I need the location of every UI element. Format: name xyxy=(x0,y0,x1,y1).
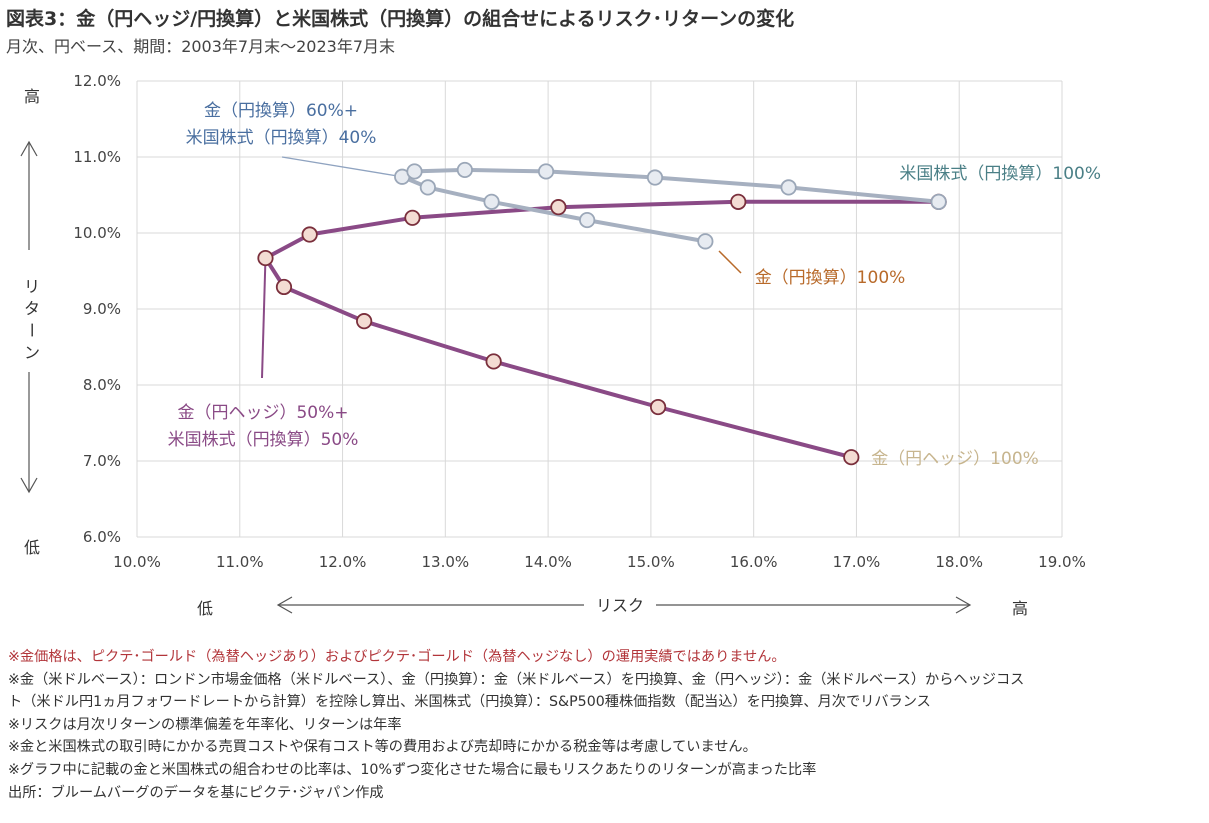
y-tick-label: 10.0% xyxy=(73,224,121,242)
y-tick-label: 9.0% xyxy=(83,300,121,318)
chart-subtitle: 月次、円ベース、期間：2003年7月末～2023年7月末 xyxy=(6,37,395,56)
data-point-yen xyxy=(646,169,664,186)
x-high-label: 高 xyxy=(1012,599,1028,618)
y-axis-label-char: ー xyxy=(22,322,41,338)
y-axis-arrowhead-down xyxy=(20,477,38,494)
x-tick-label: 10.0% xyxy=(113,553,161,571)
data-point-yen xyxy=(419,179,436,196)
y-tick-label: 12.0% xyxy=(73,72,121,90)
footnote-line: ※グラフ中に記載の金と米国株式の組合わせの比率は、10%ずつ変化させた場合に最も… xyxy=(8,761,817,778)
data-point-yen xyxy=(456,161,473,179)
data-point-yen xyxy=(780,179,797,196)
annotation-leader-line xyxy=(718,250,742,274)
annotation-mix_hedge: 米国株式（円換算）50% xyxy=(168,430,359,450)
data-point-hedge xyxy=(275,278,293,296)
data-point-yen xyxy=(697,233,714,250)
y-axis-label-char: タ xyxy=(24,299,40,318)
annotation-leader-line xyxy=(281,156,403,178)
x-tick-label: 11.0% xyxy=(216,553,264,571)
x-tick-label: 17.0% xyxy=(833,553,881,571)
annotation-mix_hedge: 金（円ヘッジ）50%+ xyxy=(177,403,348,423)
footnote-line: ※金と米国株式の取引時にかかる売買コストや保有コスト等の費用および売却時にかかる… xyxy=(8,739,757,756)
x-axis-label: リスク xyxy=(596,596,644,615)
y-tick-label: 11.0% xyxy=(73,148,121,166)
x-tick-label: 13.0% xyxy=(422,553,470,571)
footnote-line: ※リスクは月次リターンの標準偏差を年率化、リターンは年率 xyxy=(8,716,402,733)
data-point-hedge xyxy=(649,398,667,416)
y-axis-label-char: ン xyxy=(24,343,40,362)
annotation-gold_yen: 金（円換算）100% xyxy=(755,268,906,288)
x-low-label: 低 xyxy=(197,599,213,618)
data-point-yen xyxy=(406,163,423,180)
x-tick-label: 12.0% xyxy=(319,553,367,571)
data-point-yen xyxy=(483,193,500,210)
data-point-hedge xyxy=(550,199,567,216)
x-tick-label: 15.0% xyxy=(627,553,675,571)
chart-title: 図表3：金（円ヘッジ/円換算）と米国株式（円換算）の組合せによるリスク･リターン… xyxy=(6,8,795,30)
x-tick-label: 14.0% xyxy=(524,553,572,571)
x-axis-arrowhead-left xyxy=(276,596,293,614)
data-point-yen xyxy=(930,193,947,210)
data-point-hedge xyxy=(485,353,502,370)
disclaimer-note: ※金価格は、ピクテ･ゴールド（為替ヘッジあり）およびピクテ･ゴールド（為替ヘッジ… xyxy=(8,649,786,665)
data-point-hedge xyxy=(730,193,747,210)
y-tick-label: 7.0% xyxy=(83,452,121,470)
x-tick-label: 16.0% xyxy=(730,553,778,571)
x-tick-label: 19.0% xyxy=(1038,553,1086,571)
source-note: 出所：ブルームバーグのデータを基にピクテ･ジャパン作成 xyxy=(8,784,384,801)
data-point-hedge xyxy=(356,313,373,330)
data-point-hedge xyxy=(843,449,860,466)
y-axis-arrowhead-up xyxy=(20,140,38,157)
y-tick-label: 8.0% xyxy=(83,376,121,394)
y-axis-label-char: リ xyxy=(24,277,40,296)
y-low-label: 低 xyxy=(24,538,40,557)
annotation-stock: 米国株式（円換算）100% xyxy=(899,164,1101,184)
data-point-hedge xyxy=(301,226,318,243)
risk-return-chart: 10.0% 11.0% 12.0% 13.0% 14.0% 15.0% 16.0% 17.0%… xyxy=(20,72,1101,618)
annotation-mix_yen: 米国株式（円換算）40% xyxy=(186,128,377,148)
footnote-line: ト（米ドル円1ヵ月フォワードレートから計算）を控除し算出、米国株式（円換算）：S… xyxy=(8,694,931,711)
data-point-yen xyxy=(537,163,555,180)
y-high-label: 高 xyxy=(24,87,40,106)
annotation-gold_hedge: 金（円ヘッジ）100% xyxy=(871,449,1039,469)
y-tick-label: 6.0% xyxy=(83,528,121,546)
x-axis-arrowhead-right xyxy=(955,596,972,614)
annotation-mix_yen: 金（円換算）60%+ xyxy=(204,101,358,121)
annotation-leader-line xyxy=(261,258,267,379)
series-line-hedge xyxy=(263,199,939,460)
footnote-line: ※金（米ドルベース）：ロンドン市場金価格（米ドルベース）、金（円換算）：金（米ド… xyxy=(8,671,1025,688)
data-point-hedge xyxy=(257,249,274,267)
x-tick-label: 18.0% xyxy=(935,553,983,571)
footnotes: ※金価格は、ピクテ･ゴールド（為替ヘッジあり）およびピクテ･ゴールド（為替ヘッジ… xyxy=(8,646,1024,804)
data-point-hedge xyxy=(404,209,421,226)
data-point-yen xyxy=(579,211,596,229)
